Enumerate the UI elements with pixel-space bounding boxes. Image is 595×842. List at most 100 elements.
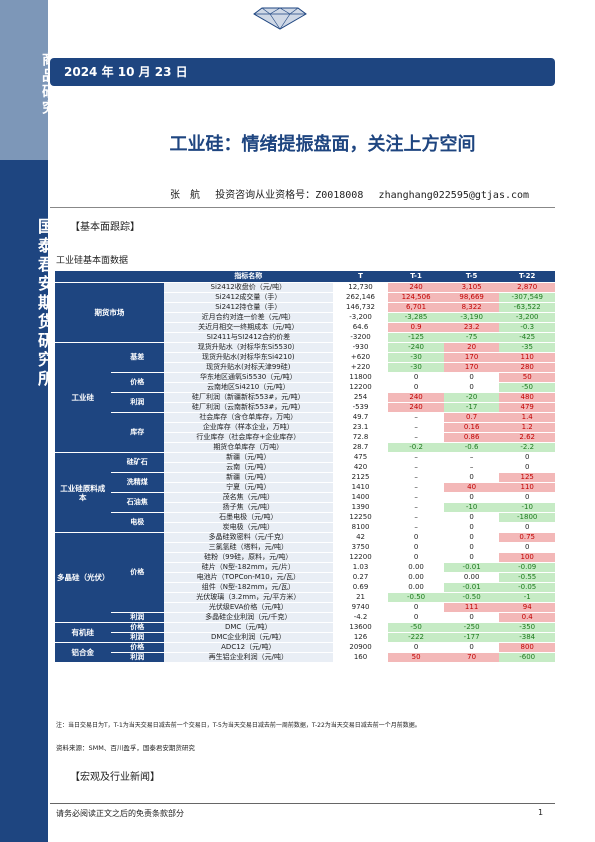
header-cell	[110, 271, 164, 283]
value-t: -3,200	[332, 312, 389, 323]
value-t5: -0.01	[443, 562, 500, 573]
value-t5: -20	[443, 392, 500, 403]
value-t1: 0.00	[388, 582, 444, 593]
value-t5: -250	[443, 622, 500, 633]
value-t22: 800	[499, 642, 555, 653]
header-divider	[50, 207, 555, 208]
value-t: +220	[332, 362, 389, 373]
value-t22: -425	[499, 332, 555, 343]
category-cell: 基差	[110, 342, 164, 373]
table-row: 云南地区Si4210（元/吨） 12200 0 0 -50	[55, 382, 555, 393]
indicator-name: 社会库存（含仓单库存，万吨）	[163, 412, 333, 423]
value-t5: 0	[443, 522, 500, 533]
value-t1: –	[388, 412, 444, 423]
value-t: 2125	[332, 472, 389, 483]
table-row: 有机硅 价格 DMC（元/吨） 13600 -50 -250 -350	[55, 622, 555, 643]
category-cell: 利润	[110, 612, 164, 623]
value-t5: -10	[443, 502, 500, 513]
header-cell: T-1	[388, 271, 444, 283]
value-t1: 0	[388, 642, 444, 653]
table-row: 关近月相交一终期成本（元/吨） 64.6 0.9 23.2 -0.3	[55, 322, 555, 333]
value-t: 1410	[332, 482, 389, 493]
value-t: 1390	[332, 502, 389, 513]
value-t1: -0.2	[388, 442, 444, 453]
value-t1: –	[388, 422, 444, 433]
report-title: 工业硅：情绪提振盘面，关注上方空间	[169, 134, 476, 155]
value-t5: -17	[443, 402, 500, 413]
value-t1: –	[388, 482, 444, 493]
indicator-name: 企业库存（样本企业，万吨）	[163, 422, 333, 433]
value-t1: 0	[388, 602, 444, 613]
header-cell: T-22	[499, 271, 555, 283]
value-t: 0.69	[332, 582, 389, 593]
value-t: 3750	[332, 542, 389, 553]
value-t5: –	[443, 462, 500, 473]
indicator-name: 茂名焦（元/吨）	[163, 492, 333, 503]
author-email[interactable]: zhanghang022595@gtjas.com	[378, 190, 530, 201]
value-t22: 94	[499, 602, 555, 613]
value-t5: 0	[443, 492, 500, 503]
indicator-name: 多晶硅致密料（元/千克）	[163, 532, 333, 543]
value-t22: 110	[499, 352, 555, 363]
value-t5: 0.86	[443, 432, 500, 443]
indicator-name: Si2412成交量（手）	[163, 292, 333, 303]
category-cell: 价格	[110, 642, 164, 653]
value-t5: 0.00	[443, 572, 500, 583]
category-cell: 硅矿石	[110, 452, 164, 473]
value-t5: 8,322	[443, 302, 500, 313]
value-t22: -50	[499, 382, 555, 393]
value-t5: 23.2	[443, 322, 500, 333]
indicator-name: 扬子焦（元/吨）	[163, 502, 333, 513]
value-t1: 0.00	[388, 572, 444, 583]
value-t5: 0	[443, 382, 500, 393]
indicator-name: 现货升贴水（对标华东Si5530）	[163, 342, 333, 353]
value-t22: 0.4	[499, 612, 555, 623]
indicator-name: 石墨电极（元/吨）	[163, 512, 333, 523]
value-t1: 0	[388, 542, 444, 553]
table-row: 电极 石墨电极（元/吨） 12250–0 -1800	[55, 512, 555, 533]
indicator-name: DMC企业利润（元/吨）	[163, 632, 333, 643]
value-t1: –	[388, 492, 444, 503]
table-row: 硅厂利润（云南新标553#，元/吨） -539 240 -17 479	[55, 402, 555, 413]
value-t1: 0	[388, 382, 444, 393]
value-t1: –	[388, 432, 444, 443]
value-t: 72.8	[332, 432, 389, 443]
value-t22: -10	[499, 502, 555, 513]
value-t5: 0	[443, 512, 500, 523]
value-t: 8100	[332, 522, 389, 533]
value-t22: 0	[499, 542, 555, 553]
value-t5: -0.50	[443, 592, 500, 603]
value-t5: 170	[443, 362, 500, 373]
category-cell: 利润	[110, 392, 164, 413]
value-t: 0.27	[332, 572, 389, 583]
value-t22: -384	[499, 632, 555, 643]
value-t22: 0.75	[499, 532, 555, 543]
value-t5: 0	[443, 612, 500, 623]
value-t22: 0	[499, 522, 555, 533]
table-row: 硅片（N型-182mm，元/片） 1.03 0.00 -0.01 -0.09	[55, 562, 555, 573]
value-t5: 0.7	[443, 412, 500, 423]
table-row: 铝合金 价格 ADC12（元/吨） 20900 0 0 800	[55, 642, 555, 663]
value-t22: -2.2	[499, 442, 555, 453]
value-t22: 0	[499, 492, 555, 503]
category-cell: 石油焦	[110, 492, 164, 513]
table-row: 光伏级EVA价格（元/吨） 9740 0 111 94	[55, 602, 555, 613]
value-t22: 479	[499, 402, 555, 413]
value-t5: 70	[443, 652, 500, 663]
value-t1: –	[388, 502, 444, 513]
value-t: 160	[332, 652, 389, 663]
table-row: 组件（N型-182mm，元/瓦） 0.69 0.00 -0.01 -0.05	[55, 582, 555, 593]
value-t22: 50	[499, 372, 555, 383]
indicator-name: 现货升贴水(对标天津99硅)	[163, 362, 333, 373]
value-t: 28.7	[332, 442, 389, 453]
value-t5: 0	[443, 372, 500, 383]
indicator-name: 近月合约对连一价差（元/吨）	[163, 312, 333, 323]
indicator-name: 云南地区Si4210（元/吨）	[163, 382, 333, 393]
value-t22: 110	[499, 482, 555, 493]
table-row: 利润 硅厂利润（新疆新标553#，元/吨） 254 240 -20 480	[55, 392, 555, 413]
value-t22: 2,870	[499, 282, 555, 293]
indicator-name: 华东地区通氧Si5530（元/吨）	[163, 372, 333, 383]
value-t5: 0	[443, 542, 500, 553]
indicator-name: Si2412持仓量（手）	[163, 302, 333, 313]
table-row: 光伏玻璃（3.2mm，元/平方米） 21 -0.50 -0.50 -1	[55, 592, 555, 603]
